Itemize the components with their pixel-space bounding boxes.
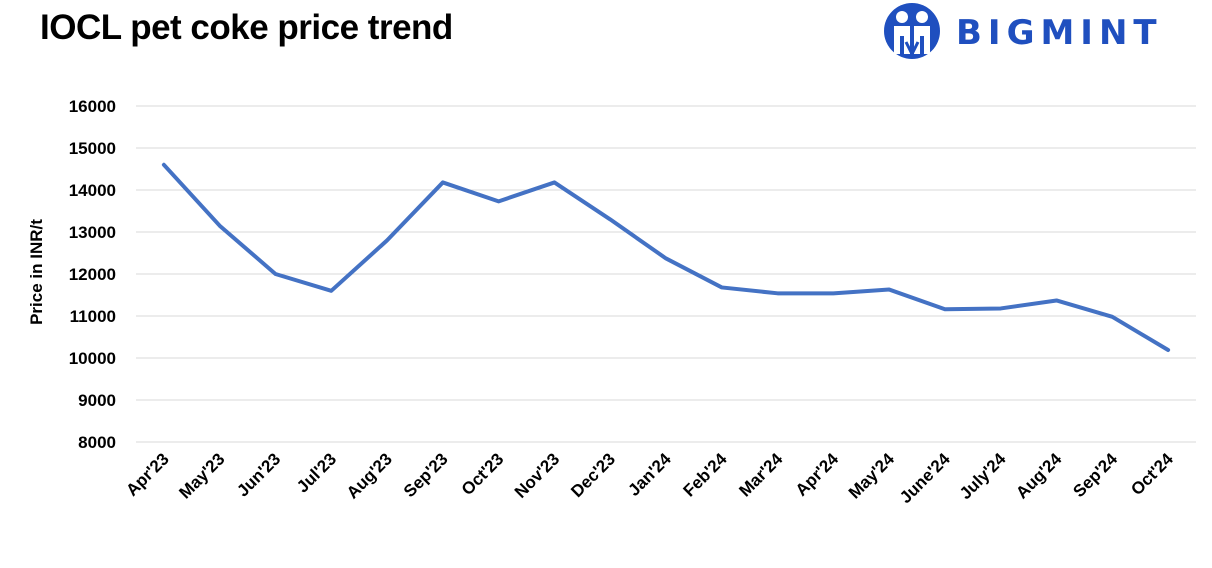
y-tick-label: 9000 xyxy=(78,391,116,410)
x-tick-label: May'23 xyxy=(175,449,228,502)
x-tick-label: Apr'24 xyxy=(792,449,843,500)
series-group xyxy=(161,162,1171,353)
x-tick-label: May'24 xyxy=(845,449,898,502)
series-line xyxy=(161,162,1171,353)
y-axis-ticks: 8000 9000 10000 11000 12000 13000 14000 15000 16… xyxy=(69,97,116,452)
y-tick-label: 11000 xyxy=(70,307,116,326)
logo-text: BIGMINT xyxy=(956,13,1163,53)
x-tick-label: Mar'24 xyxy=(735,449,786,500)
x-tick-label: Feb'24 xyxy=(680,449,731,500)
x-tick-label: Oct'24 xyxy=(1127,449,1177,499)
x-tick-label: June'24 xyxy=(896,449,954,507)
x-tick-label: Aug'24 xyxy=(1012,449,1065,502)
bigmint-people-icon xyxy=(884,3,940,59)
x-tick-label: Jan'24 xyxy=(624,449,675,500)
y-tick-label: 12000 xyxy=(69,265,116,284)
y-tick-label: 14000 xyxy=(69,181,116,200)
x-tick-label: Jun'23 xyxy=(233,449,284,500)
x-axis-ticks: Apr'23 May'23 Jun'23 Jul'23 Aug'23 Sep'23 Oct'… xyxy=(122,449,1177,507)
x-tick-label: Sep'23 xyxy=(400,449,452,501)
y-tick-label: 16000 xyxy=(69,97,116,116)
y-tick-label: 8000 xyxy=(78,433,116,452)
page-title: IOCL pet coke price trend xyxy=(40,8,453,47)
y-tick-label: 15000 xyxy=(69,139,116,158)
x-tick-label: Jul'23 xyxy=(293,449,340,496)
y-tick-label: 10000 xyxy=(69,349,116,368)
y-axis-label: Price in INR/t xyxy=(27,219,46,325)
x-tick-label: Aug'23 xyxy=(343,449,396,502)
x-tick-label: Apr'23 xyxy=(122,449,172,499)
x-tick-label: Dec'23 xyxy=(567,449,619,501)
x-tick-label: Nov'23 xyxy=(511,449,563,501)
x-tick-label: Oct'23 xyxy=(458,449,508,499)
y-tick-label: 13000 xyxy=(69,223,116,242)
grid-lines xyxy=(136,105,1196,443)
bigmint-logo: BIGMINT xyxy=(880,2,1200,60)
x-tick-label: Sep'24 xyxy=(1069,449,1121,501)
x-tick-label: July'24 xyxy=(956,449,1010,503)
